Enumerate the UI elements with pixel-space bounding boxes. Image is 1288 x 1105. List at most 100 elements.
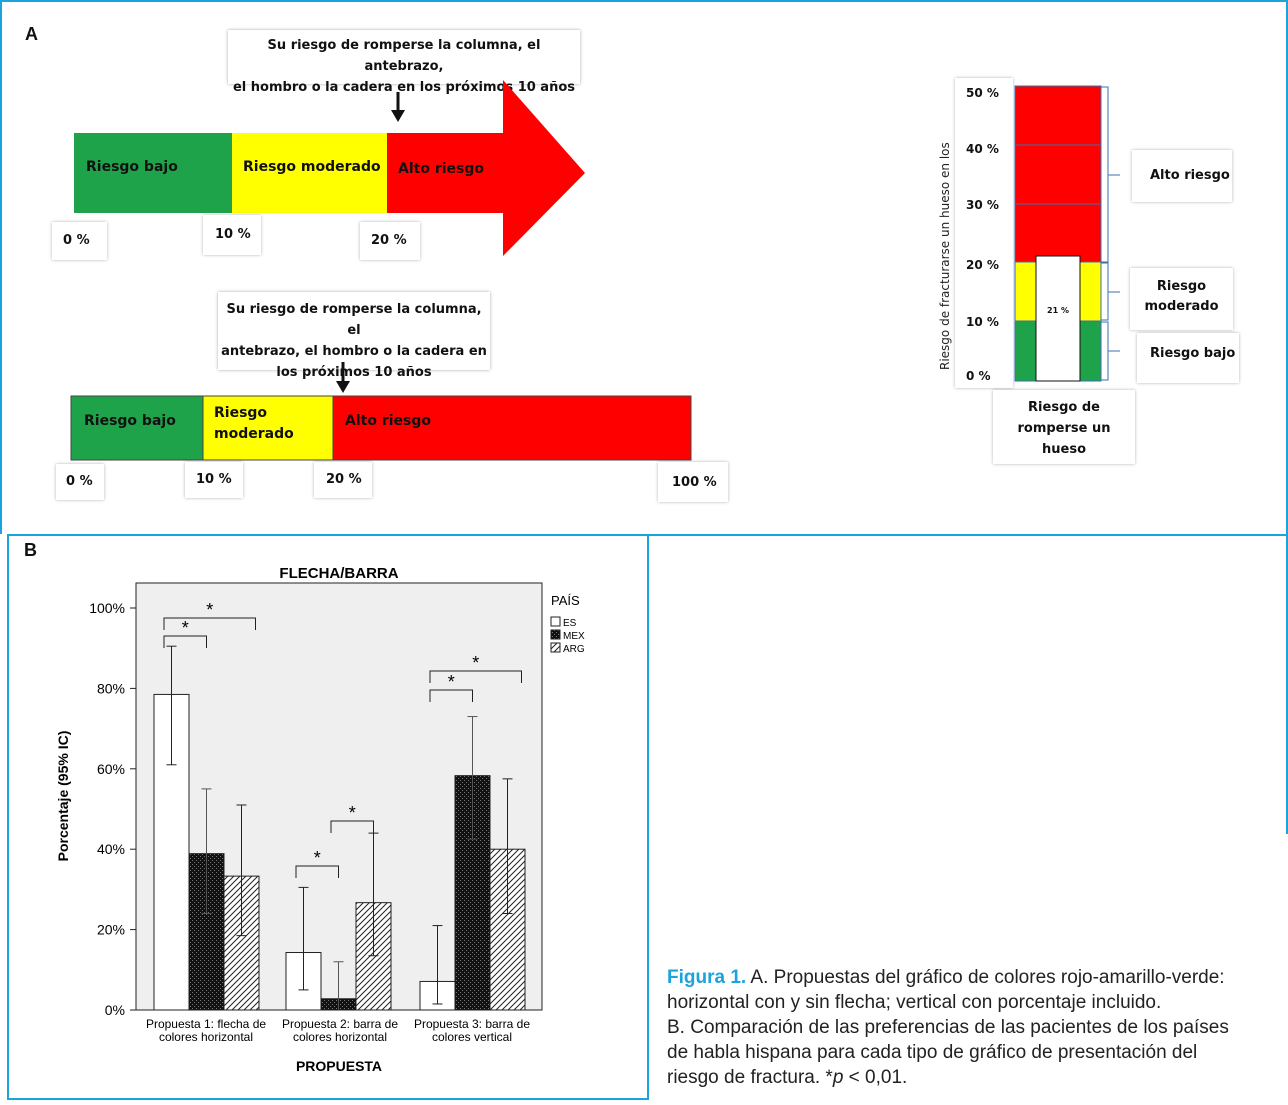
bar-label-moderate-1: Riesgo [214,405,268,421]
y-tick-label: 80% [97,680,125,696]
bracket-high-box [1132,150,1232,202]
x-category-label: Propuesta 1: flecha de [146,1017,266,1031]
arrow-label-low: Riesgo bajo [86,159,178,175]
arrow-chart-caption: Su riesgo de romperse la columna, el ant… [228,30,580,95]
bar-label-low: Riesgo bajo [84,413,176,429]
significance-star: * [206,600,213,620]
bar-tick-0: 0 % [66,474,93,489]
figure-caption: Figura 1. A. Propuestas del gráfico de c… [667,965,1287,1090]
bracket-low-box [1137,333,1239,383]
x-category-label: Propuesta 2: barra de [282,1017,398,1031]
vertical-tick-20: 20 % [966,258,999,272]
bar-arrow-down-icon [336,362,350,393]
bar-caption-line-2: antebrazo, el hombro o la cadera en [221,344,487,359]
vertical-xlabel-2: romperse un [1017,421,1111,436]
bar-caption-line-1: Su riesgo de romperse la columna, el [226,302,482,338]
bar-tick-100-box [658,462,728,502]
legend-label-arg: ARG [563,644,585,655]
vertical-tick-50: 50 % [966,86,999,100]
arrow-segment-low [74,133,232,213]
arrow-down-icon [391,92,405,122]
vertical-ticks-box [955,78,1013,388]
bar-segment-low [70,395,204,461]
significance-bracket [330,820,374,833]
arrow-tick-10-box [203,215,261,255]
bar-caption-line-3: los próximos 10 años [276,365,432,380]
arrow-segment-moderate [232,133,387,213]
y-tick-label: 0% [105,1002,125,1018]
bracket-moderate-label: Riesgo moderado [1130,277,1233,317]
vertical-tick-30: 30 % [966,198,999,212]
bar-tick-100: 100 % [672,475,717,490]
significance-star: * [314,848,321,868]
significance-star: * [472,653,479,673]
y-tick-label: 60% [97,761,125,777]
vertical-tick-0: 0 % [966,369,991,383]
legend-swatch-arg [550,642,561,653]
caption-text-5b: < 0,01. [843,1067,908,1088]
arrow-tick-20: 20 % [371,233,407,248]
figure-label: Figura 1. [667,967,747,988]
vertical-tick-10: 10 % [966,315,999,329]
vertical-xlabel-1: Riesgo de [1028,400,1100,415]
bracket-high-label: Alto riesgo [1150,168,1230,183]
bar-tick-10: 10 % [196,472,232,487]
legend-label-mex: MEX [563,631,585,642]
vertical-xlabel: Riesgo de romperse un hueso [993,397,1135,460]
arrow-label-moderate: Riesgo moderado [243,159,381,175]
x-category-label: Propuesta 3: barra de [414,1017,530,1031]
frame-white-cover [0,534,7,1105]
bar-label-high: Alto riesgo [345,413,431,429]
bar-segment-moderate [202,395,334,461]
bracket-low-label: Riesgo bajo [1150,346,1236,361]
bar-chart-b: FLECHA/BARRA 0% 20% 40% 60% 80% 100% * * * * * * P… [55,565,585,1074]
caption-text-1: A. Propuestas del gráfico de colores roj… [746,967,1225,988]
significance-bracket [295,865,339,878]
legend-swatch-es [550,616,561,627]
significance-star: * [349,803,356,823]
significance-bracket [163,635,207,648]
caption-text-5a: riesgo de fractura. * [667,1067,833,1088]
bar-segment-high [332,395,692,461]
arrow-tick-0: 0 % [63,233,90,248]
caption-line-5: riesgo de fractura. *p < 0,01. [667,1065,1287,1090]
arrow-caption-line-1: Su riesgo de romperse la columna, el ant… [267,38,541,74]
significance-bracket [163,617,256,630]
significance-star: * [448,672,455,692]
arrow-label-high: Alto riesgo [398,161,484,177]
legend-label-es: ES [563,618,577,629]
x-category-label: colores horizontal [293,1030,387,1044]
vertical-value-box [1035,255,1081,382]
vertical-segment-high [1015,86,1101,262]
x-category-label: colores horizontal [159,1030,253,1044]
x-axis-label: PROPUESTA [296,1058,382,1074]
vertical-tick-40: 40 % [966,142,999,156]
significance-bracket [429,670,522,683]
bar-tick-20: 20 % [326,472,362,487]
bracket-moderate-line-1: Riesgo [1156,279,1207,294]
bar-tick-10-box [185,462,243,498]
vertical-bracket-low [1101,321,1120,381]
vertical-value-label: 21 % [1047,306,1069,315]
significance-bracket [429,689,473,702]
arrow-tick-10: 10 % [215,227,251,242]
caption-p-value: p [832,1067,844,1088]
bar-tick-20-box [314,462,372,498]
vertical-xlabel-3: hueso [1042,442,1086,457]
caption-frame [647,534,1288,834]
bar-tick-0-box [56,464,104,500]
panel-b-letter: B [24,540,37,560]
bracket-moderate-box [1130,268,1233,330]
caption-line-4: de habla hispana para cada tipo de gráfi… [667,1042,1198,1063]
arrow-chart [74,80,585,256]
vertical-xlabel-box [993,390,1135,464]
x-category-label: colores vertical [432,1030,512,1044]
bracket-moderate-line-2: moderado [1144,299,1219,314]
y-tick-label: 40% [97,841,125,857]
bar-chart [70,362,692,461]
panel-a-letter: A [25,24,38,44]
y-tick-label: 100% [89,600,125,616]
vertical-bracket-moderate [1101,262,1120,321]
vertical-bar [1014,85,1120,382]
caption-line-3: B. Comparación de las preferencias de la… [667,1017,1229,1038]
